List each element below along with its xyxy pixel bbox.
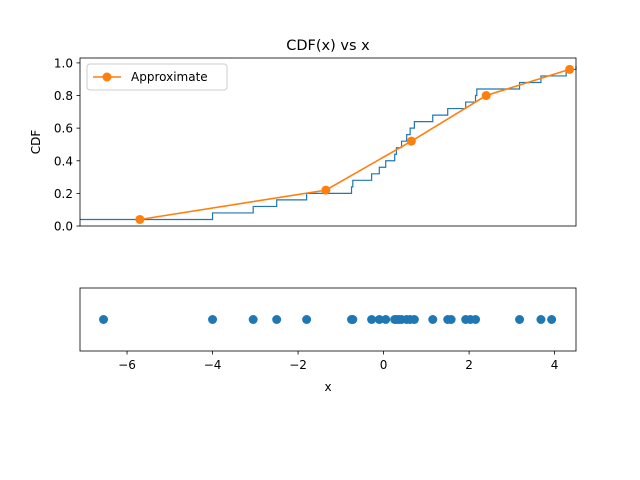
sample-point bbox=[536, 315, 546, 324]
y-tick-label: 0.6 bbox=[54, 122, 73, 136]
x-tick-label: 4 bbox=[551, 358, 559, 372]
y-tick-label: 0.8 bbox=[54, 89, 73, 103]
cdf-chart: CDF(x) vs x CDF 0.0 0.2 0.4 0.6 0.8 1.0 Appro… bbox=[29, 38, 577, 234]
sample-point bbox=[208, 315, 218, 324]
y-axis-ticks: 0.0 0.2 0.4 0.6 0.8 1.0 bbox=[54, 56, 80, 234]
samples-plot-frame bbox=[79, 287, 577, 352]
sample-point bbox=[428, 315, 438, 324]
sample-point bbox=[547, 315, 557, 324]
cdf-data-layer bbox=[80, 64, 577, 224]
legend: Approximate bbox=[86, 63, 228, 91]
x-tick-label: −2 bbox=[289, 358, 307, 372]
sample-point bbox=[409, 315, 419, 324]
approximate-point bbox=[481, 91, 491, 101]
x-tick-label: −4 bbox=[204, 358, 222, 372]
sample-point bbox=[248, 315, 258, 324]
samples-data-layer bbox=[99, 315, 557, 324]
x-tick-label: 0 bbox=[380, 358, 388, 372]
legend-label-approximate: Approximate bbox=[131, 70, 208, 84]
x-tick-label: 2 bbox=[465, 358, 473, 372]
approximate-point bbox=[321, 185, 331, 195]
y-tick-label: 0.4 bbox=[54, 154, 73, 168]
approximate-point bbox=[406, 136, 416, 146]
sample-point bbox=[348, 315, 358, 324]
sample-point bbox=[515, 315, 525, 324]
sample-point bbox=[446, 315, 456, 324]
approximate-point bbox=[565, 64, 575, 74]
sample-point bbox=[272, 315, 282, 324]
samples-chart: −6 −4 −2 0 2 4 x bbox=[79, 287, 577, 394]
y-tick-label: 1.0 bbox=[54, 56, 73, 70]
y-axis-label: CDF bbox=[29, 130, 43, 155]
y-tick-label: 0.0 bbox=[54, 220, 73, 234]
sample-point bbox=[302, 315, 312, 324]
legend-box bbox=[86, 63, 228, 91]
sample-point bbox=[374, 315, 384, 324]
legend-marker-swatch bbox=[102, 72, 112, 82]
cdf-plot-frame bbox=[79, 57, 577, 227]
empirical-cdf-step-line bbox=[80, 66, 577, 221]
x-axis-ticks: −6 −4 −2 0 2 4 bbox=[118, 351, 558, 372]
sample-point bbox=[367, 315, 377, 324]
x-tick-label: −6 bbox=[118, 358, 136, 372]
sample-point bbox=[471, 315, 481, 324]
chart-title: CDF(x) vs x bbox=[286, 38, 370, 54]
sample-point bbox=[99, 315, 109, 324]
y-tick-label: 0.2 bbox=[54, 187, 73, 201]
sample-point bbox=[381, 315, 391, 324]
approximate-point bbox=[135, 214, 145, 224]
x-axis-label: x bbox=[324, 380, 331, 394]
